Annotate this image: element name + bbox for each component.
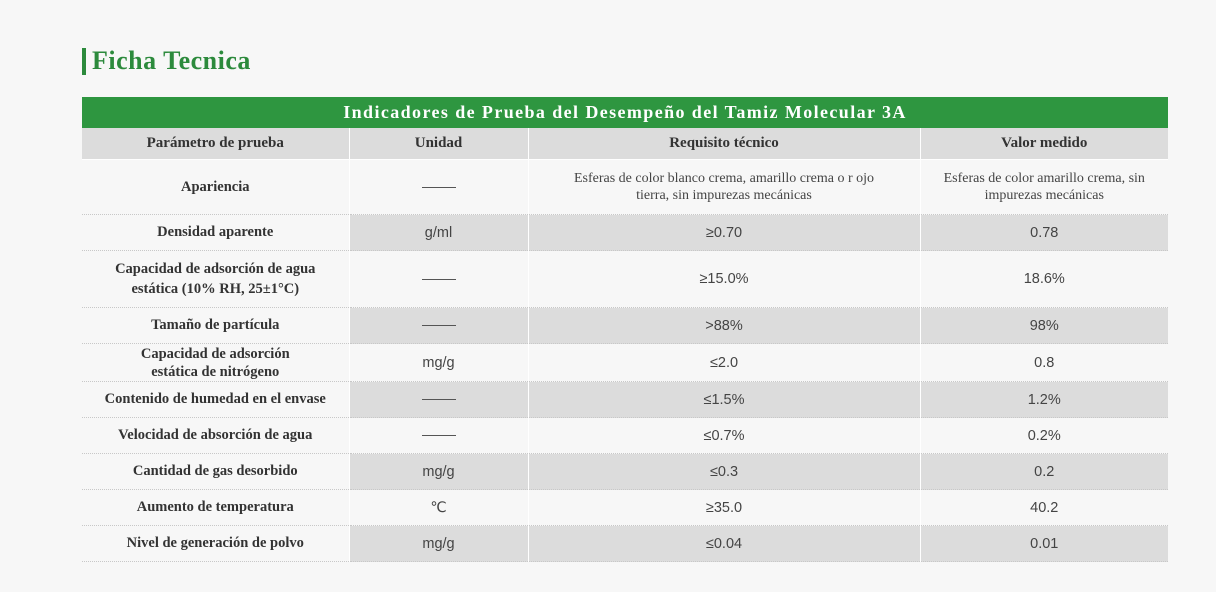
- table-row: Tamaño de partícula —— >88% 98%: [82, 307, 1168, 344]
- col-header-param: Parámetro de prueba: [82, 128, 350, 160]
- unit-cell: ℃: [349, 489, 529, 526]
- measured-cell: 40.2: [920, 489, 1168, 526]
- param-cell: Velocidad de absorción de agua: [82, 417, 350, 454]
- table-row: Velocidad de absorción de agua —— ≤0.7% …: [82, 417, 1168, 454]
- requirement-cell: ≥35.0: [528, 489, 921, 526]
- table-banner: Indicadores de Prueba del Desempeño del …: [82, 97, 1168, 128]
- heading-accent-bar: [82, 47, 86, 75]
- col-header-requirement: Requisito técnico: [528, 128, 921, 160]
- requirement-cell: ≤2.0: [528, 343, 921, 382]
- table-row: Cantidad de gas desorbido mg/g ≤0.3 0.2: [82, 453, 1168, 490]
- measured-cell: 0.78: [920, 214, 1168, 251]
- unit-cell: ——: [349, 417, 529, 454]
- measured-cell: 0.2: [920, 453, 1168, 490]
- unit-cell: mg/g: [349, 453, 529, 490]
- unit-cell: ——: [349, 381, 529, 418]
- spec-table: Parámetro de prueba Unidad Requisito téc…: [82, 128, 1168, 562]
- measured-cell: 0.8: [920, 343, 1168, 382]
- table-row: Capacidad de adsorción estática de nitró…: [82, 343, 1168, 382]
- requirement-text: Esferas de color blanco crema, amarillo …: [573, 171, 875, 203]
- table-row: Apariencia —— Esferas de color blanco cr…: [82, 159, 1168, 215]
- measured-cell: Esferas de color amarillo crema, sin imp…: [920, 159, 1168, 215]
- param-text: Capacidad de adsorción estática de nitró…: [140, 345, 290, 380]
- requirement-cell: >88%: [528, 307, 921, 344]
- dash-mark: [421, 186, 456, 188]
- requirement-cell: ≥15.0%: [528, 250, 921, 308]
- measured-cell: 0.01: [920, 525, 1168, 562]
- param-cell: Densidad aparente: [82, 214, 350, 251]
- table-row: Contenido de humedad en el envase —— ≤1.…: [82, 381, 1168, 418]
- unit-cell: mg/g: [349, 525, 529, 562]
- requirement-cell: ≤0.04: [528, 525, 921, 562]
- dash-mark: [421, 325, 456, 327]
- dash-mark: [421, 435, 456, 437]
- requirement-cell: ≤0.3: [528, 453, 921, 490]
- param-cell: Cantidad de gas desorbido: [82, 453, 350, 490]
- measured-text: Esferas de color amarillo crema, sin imp…: [943, 171, 1145, 203]
- measured-cell: 1.2%: [920, 381, 1168, 418]
- table-row: Nivel de generación de polvo mg/g ≤0.04 …: [82, 525, 1168, 562]
- table-row: Capacidad de adsorción de agua estática …: [82, 250, 1168, 308]
- param-text: Capacidad de adsorción de agua estática …: [115, 261, 316, 297]
- requirement-cell: Esferas de color blanco crema, amarillo …: [528, 159, 921, 215]
- param-cell: Apariencia: [82, 159, 350, 215]
- table-row: Aumento de temperatura ℃ ≥35.0 40.2: [82, 489, 1168, 526]
- requirement-cell: ≤1.5%: [528, 381, 921, 418]
- measured-cell: 98%: [920, 307, 1168, 344]
- unit-cell: mg/g: [349, 343, 529, 382]
- spec-table-container: Indicadores de Prueba del Desempeño del …: [82, 97, 1168, 562]
- param-cell: Aumento de temperatura: [82, 489, 350, 526]
- dash-mark: [421, 399, 456, 401]
- table-row: Densidad aparente g/ml ≥0.70 0.78: [82, 214, 1168, 251]
- requirement-cell: ≥0.70: [528, 214, 921, 251]
- dash-mark: [421, 278, 456, 280]
- unit-cell: g/ml: [349, 214, 529, 251]
- page-title: Ficha Tecnica: [92, 46, 251, 75]
- unit-cell: ——: [349, 307, 529, 344]
- unit-cell: ——: [349, 250, 529, 308]
- param-cell: Tamaño de partícula: [82, 307, 350, 344]
- unit-cell: ——: [349, 159, 529, 215]
- measured-cell: 18.6%: [920, 250, 1168, 308]
- header-row: Parámetro de prueba Unidad Requisito téc…: [82, 128, 1168, 160]
- col-header-measured: Valor medido: [920, 128, 1168, 160]
- col-header-unit: Unidad: [349, 128, 529, 160]
- param-cell: Capacidad de adsorción de agua estática …: [82, 250, 350, 308]
- param-cell: Nivel de generación de polvo: [82, 525, 350, 562]
- param-cell: Contenido de humedad en el envase: [82, 381, 350, 418]
- param-cell: Capacidad de adsorción estática de nitró…: [82, 343, 350, 382]
- page-heading: Ficha Tecnica: [82, 46, 251, 76]
- measured-cell: 0.2%: [920, 417, 1168, 454]
- requirement-cell: ≤0.7%: [528, 417, 921, 454]
